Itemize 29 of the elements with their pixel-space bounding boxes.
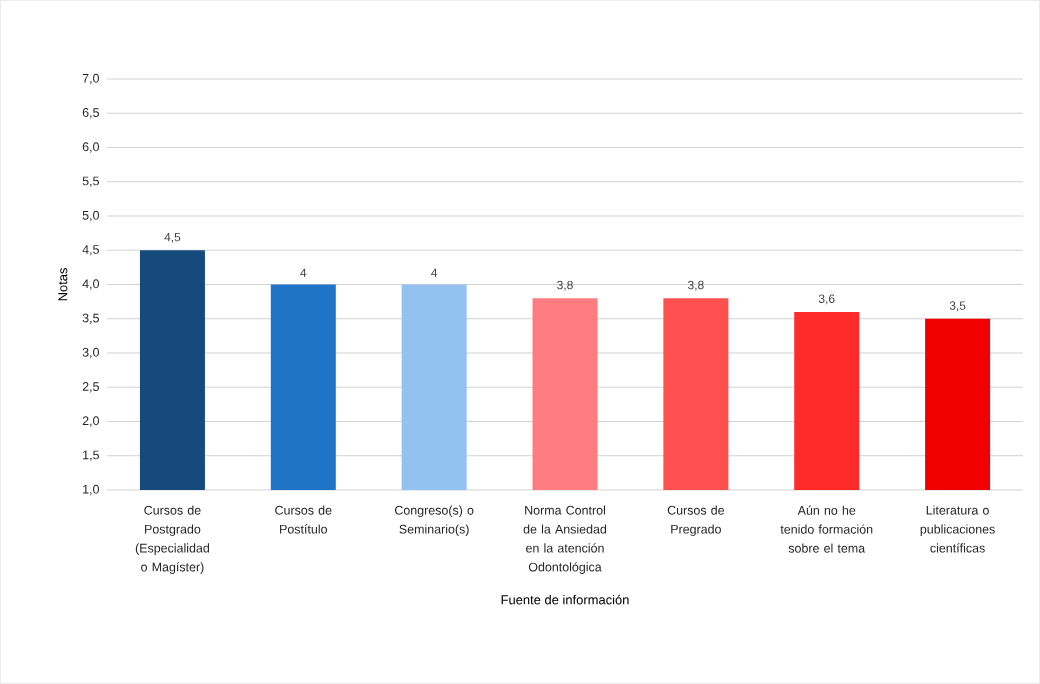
y-tick-label: 1,5 <box>83 450 99 461</box>
data-label: 3,8 <box>688 280 704 291</box>
y-tick-label: 2,5 <box>82 382 99 393</box>
y-tick-label: 4,5 <box>82 245 99 256</box>
data-label: 4,5 <box>164 232 181 243</box>
data-label: 3,8 <box>557 280 573 291</box>
y-axis-title: Notas <box>58 268 68 301</box>
x-axis-title: Fuente de información <box>501 594 629 605</box>
data-label: 4 <box>431 268 438 277</box>
y-tick-label: 1,0 <box>83 484 99 496</box>
y-tick-label: 2,0 <box>82 416 99 427</box>
y-tick-label: 6,5 <box>82 108 99 119</box>
y-tick-label: 5,0 <box>82 210 99 222</box>
x-tick-label: Norma Control de la Ansiedad en la atención Odontológica <box>523 505 607 574</box>
y-tick-label: 3,0 <box>82 347 99 359</box>
data-label: 3,5 <box>949 301 966 312</box>
x-tick-label: Cursos de Pregrado <box>667 505 725 537</box>
x-tick-label: Cursos de Postgrado (Especialidad o Magíster) <box>135 505 209 574</box>
data-label: 4 <box>300 268 307 277</box>
y-tick-label: 3,5 <box>82 313 99 324</box>
x-tick-label: Literatura o publicaciones científicas <box>920 505 995 553</box>
data-label: 3,6 <box>818 294 835 305</box>
x-tick-label: Cursos de Postítulo <box>275 505 332 534</box>
y-tick-label: 6,0 <box>82 142 99 153</box>
y-tick-label: 5,5 <box>82 176 99 187</box>
y-tick-label: 4,0 <box>82 279 99 290</box>
x-tick-label: Congreso(s) o Seminario(s) <box>394 505 474 537</box>
x-tick-label: Aún no he tenido formación sobre el tema <box>780 505 873 553</box>
y-tick-label: 7,0 <box>82 73 99 85</box>
